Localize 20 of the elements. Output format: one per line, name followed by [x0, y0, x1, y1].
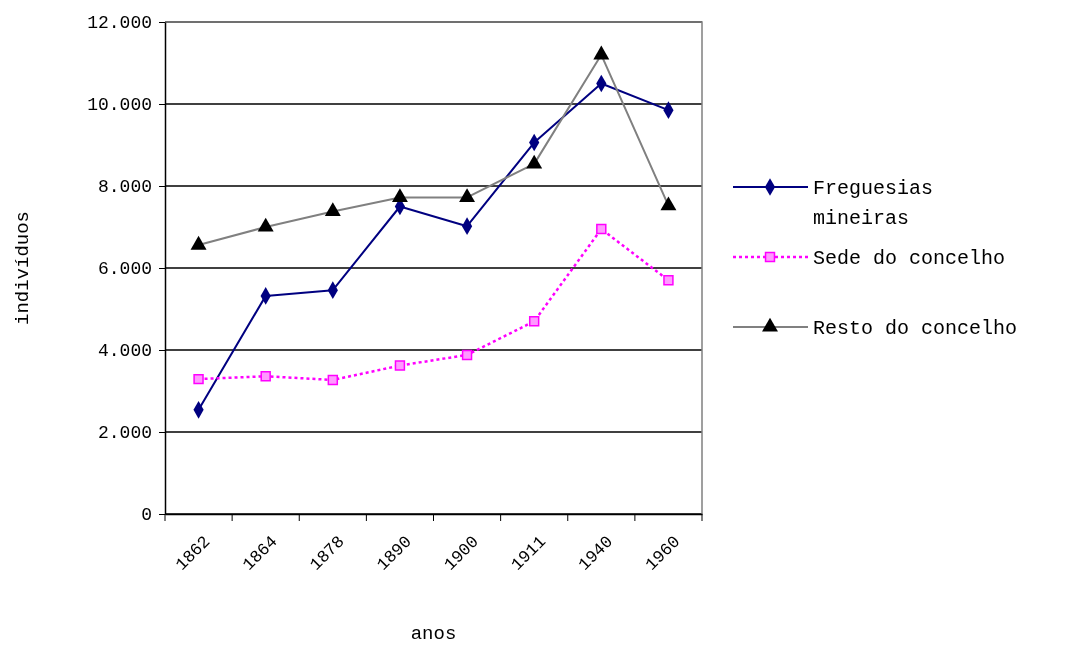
point	[528, 316, 540, 327]
y-tick-label: 6.000	[97, 259, 152, 280]
y-tick-label: 2.000	[97, 423, 152, 444]
y-tick-label: 10.000	[87, 95, 152, 116]
legend-label: Freguesias mineiras	[813, 177, 934, 230]
point	[394, 360, 406, 371]
legend-label: Resto do concelho	[813, 317, 1018, 340]
x-axis-title: anos	[410, 623, 457, 645]
point	[461, 349, 473, 361]
point	[596, 223, 607, 235]
point	[260, 371, 271, 382]
y-tick-label: 8.000	[97, 177, 152, 198]
y-tick-label: 4.000	[97, 341, 152, 362]
point	[193, 373, 204, 385]
point	[663, 275, 674, 286]
legend-label: Sede do concelho	[813, 247, 1006, 270]
y-tick-label: 0	[141, 505, 152, 526]
point	[327, 374, 339, 386]
y-tick-label: 12.000	[87, 13, 152, 34]
y-axis-title: indivíduos	[12, 210, 34, 326]
